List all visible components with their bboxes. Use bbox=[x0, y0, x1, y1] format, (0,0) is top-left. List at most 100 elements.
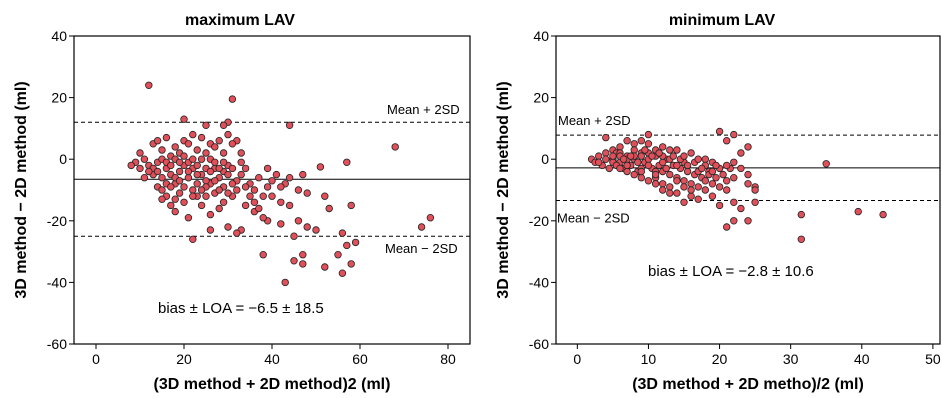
plot-frame bbox=[555, 35, 941, 345]
y-tick-label: 20 bbox=[533, 90, 549, 106]
data-point bbox=[666, 146, 674, 154]
data-point bbox=[285, 173, 294, 182]
data-point bbox=[602, 133, 610, 142]
y-tick-label: -60 bbox=[529, 336, 549, 352]
data-point bbox=[202, 177, 210, 185]
data-point bbox=[237, 149, 245, 157]
data-point bbox=[609, 152, 617, 160]
data-point bbox=[637, 152, 645, 160]
data-point bbox=[744, 170, 752, 179]
data-point bbox=[630, 146, 638, 154]
data-point bbox=[666, 170, 674, 179]
data-point bbox=[255, 204, 263, 213]
data-point bbox=[698, 164, 706, 173]
data-point bbox=[299, 260, 307, 268]
y-tick-label: -40 bbox=[529, 274, 549, 290]
data-point bbox=[184, 140, 193, 148]
x-tick-label: 80 bbox=[440, 351, 456, 367]
data-point bbox=[219, 149, 228, 157]
y-axis-title: 3D method − 2D method (ml) bbox=[13, 81, 30, 298]
data-point bbox=[744, 143, 752, 151]
data-point bbox=[343, 158, 351, 166]
data-point bbox=[158, 186, 166, 194]
data-point bbox=[627, 152, 635, 160]
data-point bbox=[167, 201, 175, 210]
data-point bbox=[184, 167, 193, 176]
data-point bbox=[224, 189, 232, 197]
data-point bbox=[189, 130, 197, 139]
data-point bbox=[338, 269, 347, 277]
bias-annotation: bias ± LOA = −2.8 ± 10.6 bbox=[648, 263, 814, 280]
data-point bbox=[673, 177, 681, 185]
data-point bbox=[680, 177, 688, 185]
data-point bbox=[277, 183, 285, 191]
data-point bbox=[712, 161, 720, 170]
data-point bbox=[246, 192, 254, 200]
data-point bbox=[171, 195, 179, 203]
data-point bbox=[347, 201, 355, 210]
lower-limit-label: Mean − 2SD bbox=[385, 241, 458, 256]
data-point bbox=[634, 158, 642, 166]
data-point bbox=[854, 207, 862, 216]
chart-title: maximum LAV bbox=[185, 12, 295, 29]
data-point bbox=[351, 238, 360, 247]
data-point bbox=[630, 140, 638, 148]
data-point bbox=[644, 161, 653, 170]
data-point bbox=[687, 186, 695, 194]
data-point bbox=[659, 180, 667, 188]
data-points bbox=[127, 81, 435, 287]
data-point bbox=[712, 173, 720, 182]
data-point bbox=[637, 136, 645, 145]
chart-panel-2: minimum LAV 0 10 20 30 40 50 -60 -40 -20 0 20 40 (3D … bbox=[495, 12, 941, 393]
data-point bbox=[651, 180, 660, 188]
data-point bbox=[241, 183, 250, 191]
data-point bbox=[290, 232, 298, 240]
x-tick-label: 10 bbox=[641, 351, 657, 367]
data-point bbox=[879, 210, 887, 219]
data-point bbox=[299, 250, 307, 259]
data-point bbox=[263, 164, 272, 173]
data-point bbox=[294, 217, 303, 225]
data-point bbox=[219, 121, 228, 129]
data-point bbox=[744, 180, 752, 188]
data-point bbox=[158, 173, 166, 182]
y-tick-label: -20 bbox=[529, 213, 549, 229]
data-point bbox=[797, 210, 805, 219]
data-point bbox=[259, 192, 267, 200]
data-point bbox=[197, 186, 206, 194]
data-point bbox=[637, 173, 645, 182]
chart-panel-1: maximum LAV 0 20 40 60 80 -60 -40 -20 0 20 40 (3D me… bbox=[13, 12, 471, 393]
data-point bbox=[715, 201, 724, 210]
data-point bbox=[744, 217, 752, 225]
data-point bbox=[202, 149, 210, 157]
data-point bbox=[162, 133, 171, 142]
x-tick-label: 60 bbox=[352, 351, 368, 367]
data-point bbox=[211, 158, 219, 166]
y-tick-label: 0 bbox=[541, 151, 549, 167]
data-point bbox=[127, 161, 135, 170]
x-tick-label: 40 bbox=[854, 351, 870, 367]
data-point bbox=[630, 170, 638, 179]
data-point bbox=[623, 161, 631, 170]
data-point bbox=[666, 183, 674, 191]
data-point bbox=[180, 198, 188, 206]
data-point bbox=[303, 223, 311, 231]
data-point bbox=[719, 170, 727, 179]
data-point bbox=[184, 213, 193, 222]
data-point bbox=[602, 149, 610, 157]
y-tick-label: -40 bbox=[47, 274, 67, 290]
data-point bbox=[616, 143, 624, 151]
data-point bbox=[281, 278, 289, 287]
data-point bbox=[641, 146, 649, 154]
data-point bbox=[659, 158, 667, 166]
data-point bbox=[237, 170, 245, 179]
data-point bbox=[290, 257, 298, 265]
data-point bbox=[338, 229, 347, 237]
data-point bbox=[215, 136, 223, 145]
data-point bbox=[167, 161, 175, 170]
data-point bbox=[303, 189, 311, 197]
data-point bbox=[189, 192, 197, 200]
bias-annotation: bias ± LOA = −6.5 ± 18.5 bbox=[158, 300, 324, 317]
data-point bbox=[180, 152, 188, 160]
